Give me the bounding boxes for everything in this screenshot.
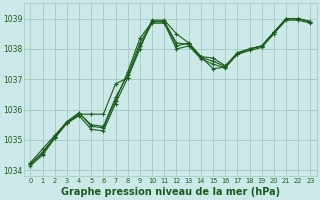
- X-axis label: Graphe pression niveau de la mer (hPa): Graphe pression niveau de la mer (hPa): [61, 187, 280, 197]
